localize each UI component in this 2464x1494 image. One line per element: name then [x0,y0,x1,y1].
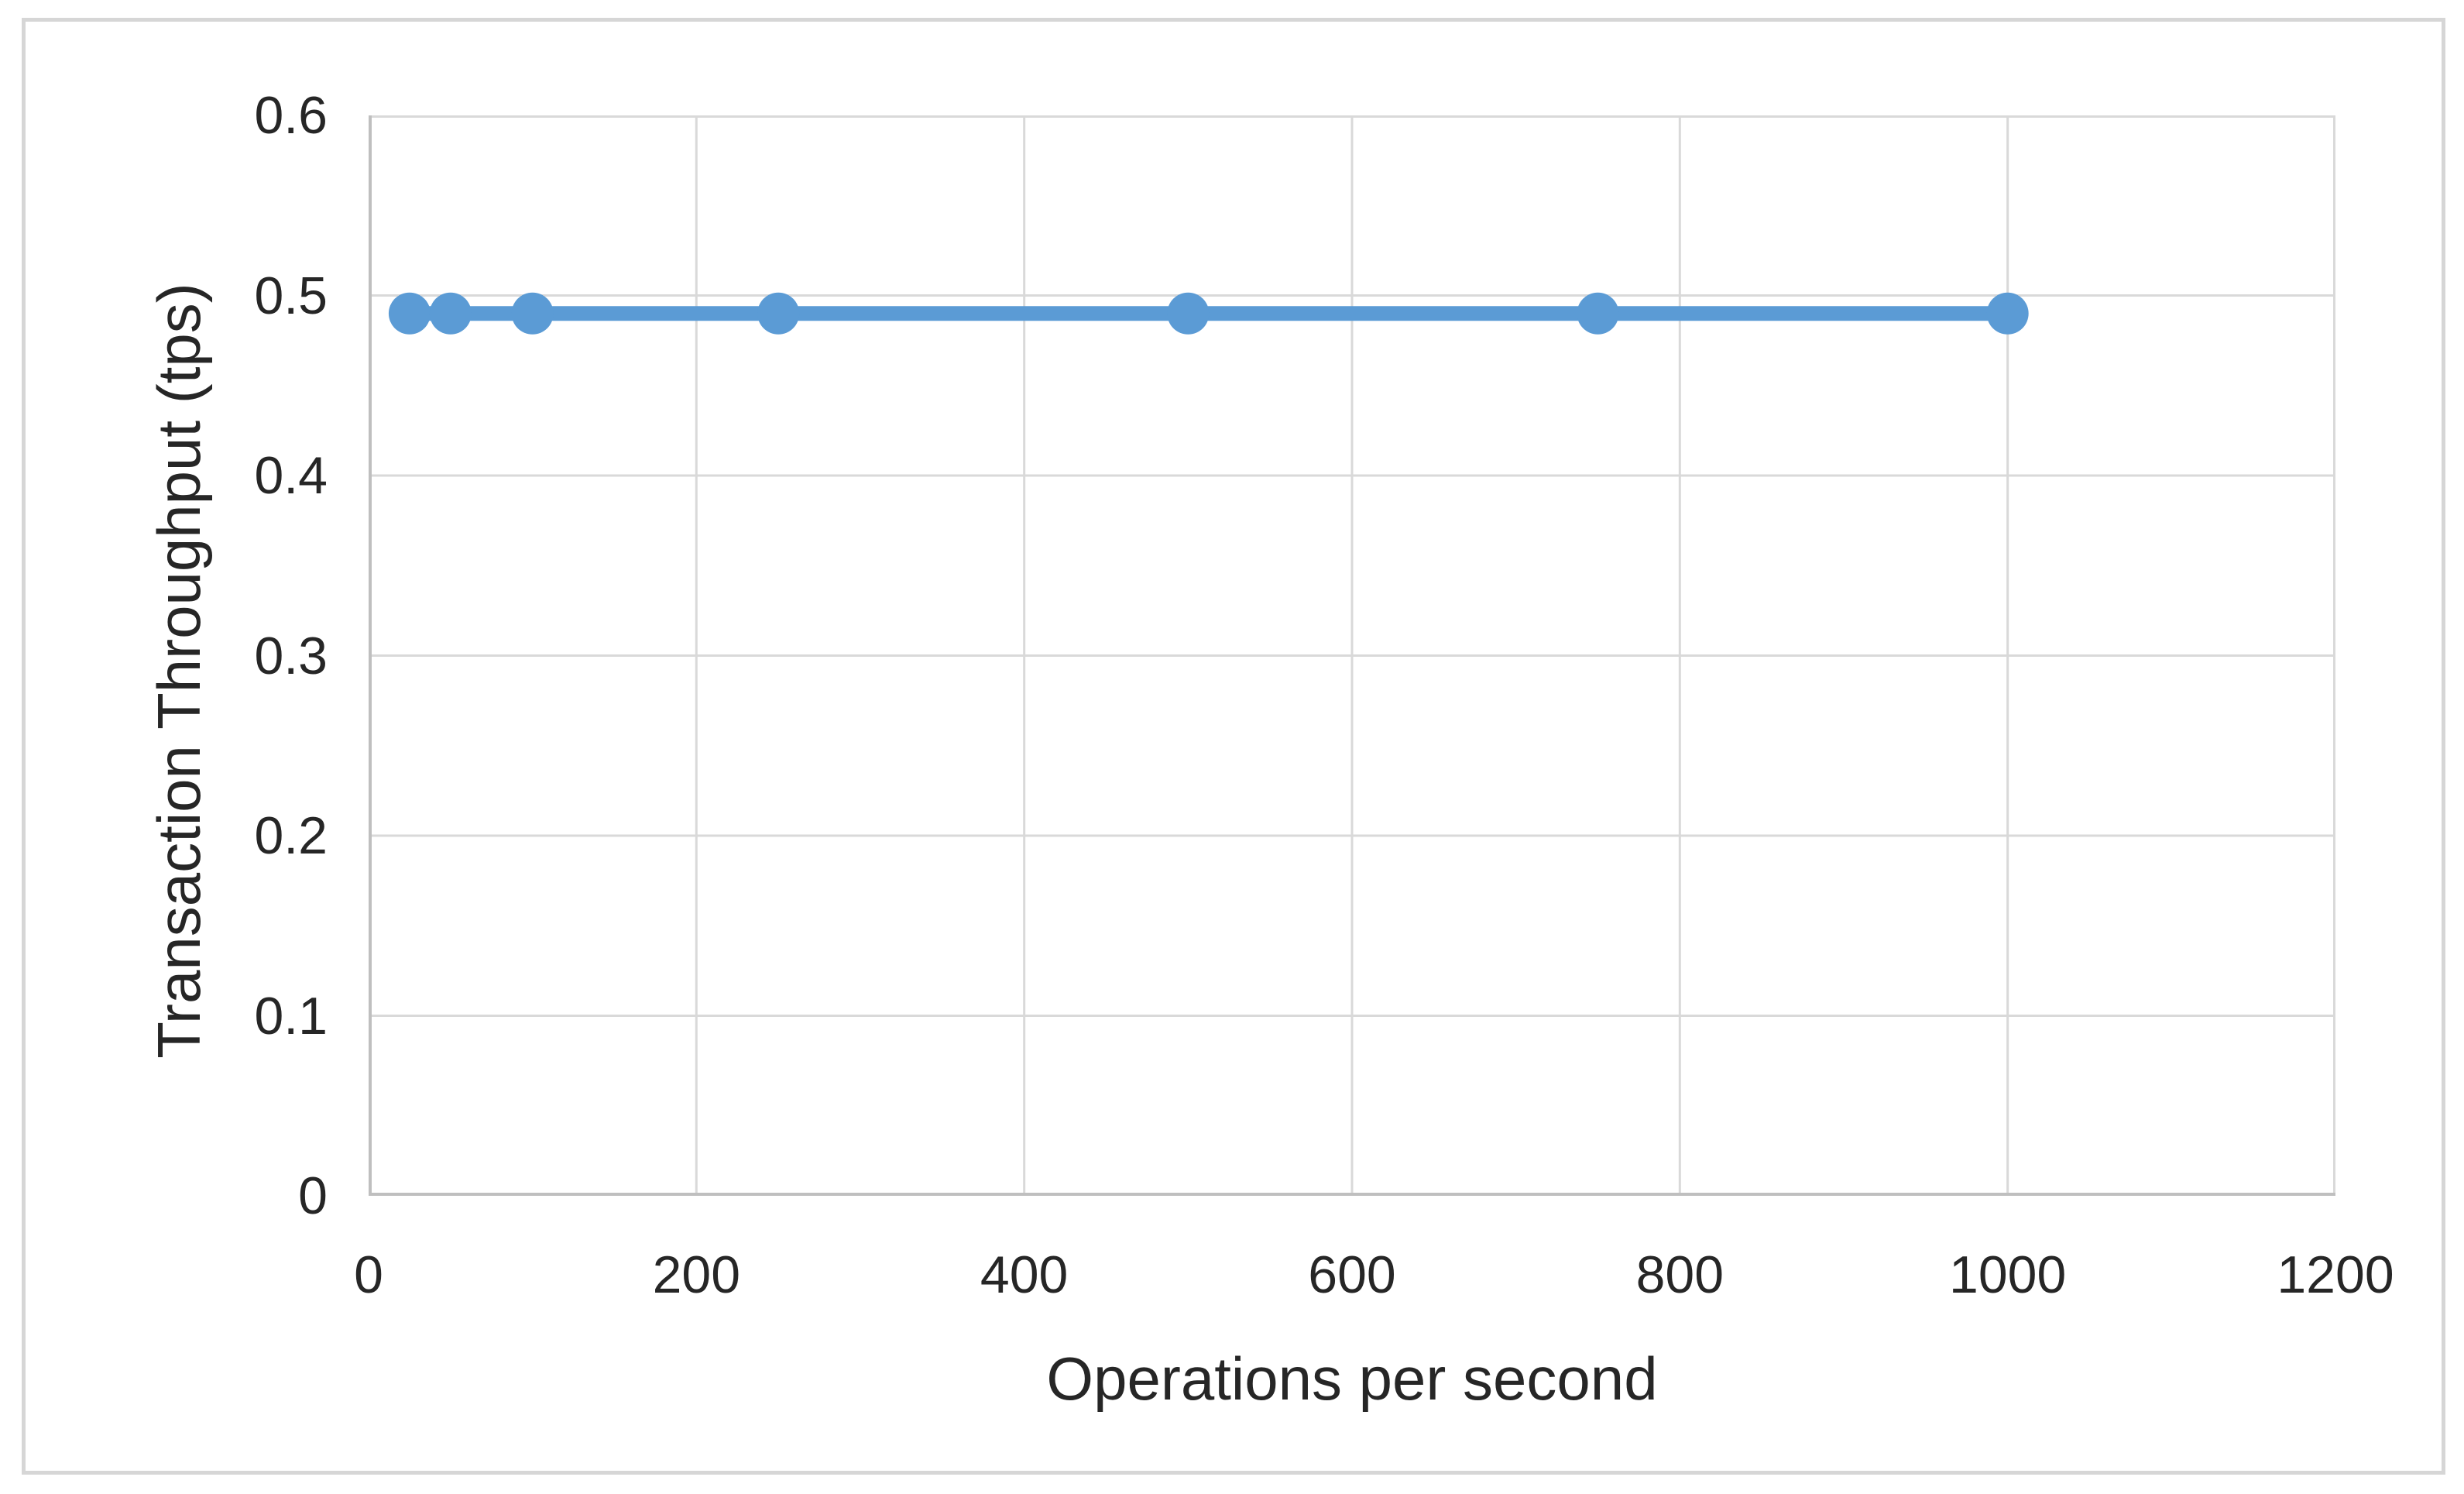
y-tick-label: 0.1 [254,986,328,1046]
y-tick-label: 0.4 [254,446,328,505]
x-tick-label: 600 [1308,1245,1396,1304]
plot-area [369,115,2335,1196]
data-point-marker [757,292,800,335]
data-point-marker [1986,292,2029,335]
chart-svg [369,115,2335,1196]
data-point-marker [1577,292,1619,335]
y-tick-label: 0.2 [254,806,328,865]
y-axis-title: Transaction Throughput (tps) [145,283,213,1059]
x-tick-label: 400 [980,1245,1069,1304]
chart-figure-frame: 0 0.1 0.2 0.3 0.4 0.5 0.6 0 200 400 600 800 1000 120… [22,18,2445,1475]
data-point-marker [388,292,431,335]
y-tick-label: 0.5 [254,266,328,325]
y-tick-label: 0.6 [254,86,328,145]
y-tick-label: 0.3 [254,626,328,685]
data-point-marker [1167,292,1210,335]
data-point-marker [511,292,554,335]
y-tick-label: 0 [298,1166,328,1225]
x-tick-label: 200 [652,1245,741,1304]
x-tick-label: 0 [354,1245,383,1304]
data-point-marker [429,292,472,335]
x-axis-title: Operations per second [1046,1345,1658,1413]
x-tick-label: 1200 [2277,1245,2394,1304]
x-tick-label: 1000 [1949,1245,2067,1304]
x-tick-label: 800 [1635,1245,1724,1304]
